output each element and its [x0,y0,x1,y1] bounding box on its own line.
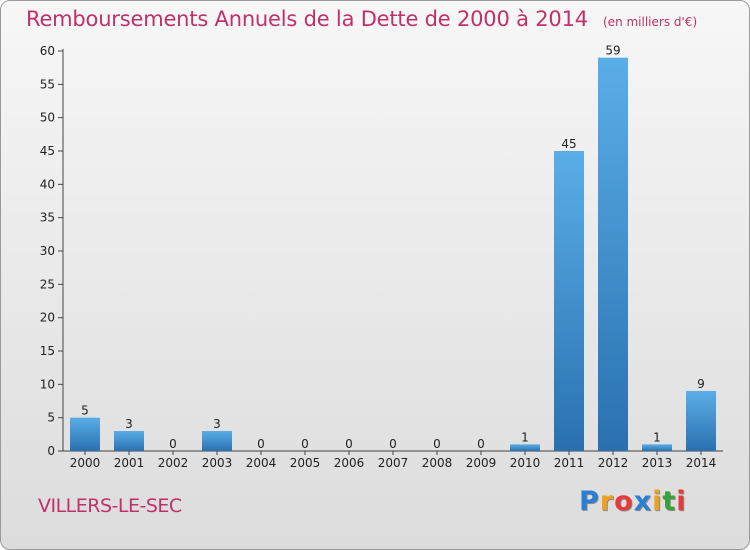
data-label-2010: 1 [521,430,529,444]
data-label-2012: 59 [605,44,620,58]
bar-2014 [686,391,716,451]
data-label-2002: 0 [169,437,177,451]
logo-letter: o [614,486,634,517]
bar-2001 [114,431,144,451]
bar-2011 [554,151,584,451]
y-tick-label: 35 [40,211,55,225]
y-tick-label: 30 [40,244,55,258]
logo-letter: x [633,486,653,517]
bar-2000 [70,417,100,451]
data-label-2005: 0 [301,437,309,451]
bars [70,57,716,452]
data-label-2011: 45 [561,137,576,151]
x-tick-label-2006: 2006 [334,456,365,470]
commune-name: VILLERS-LE-SEC [38,495,182,517]
y-tick-label: 10 [40,377,55,391]
x-tick-label-2001: 2001 [114,456,145,470]
x-tick-label-2007: 2007 [378,456,409,470]
data-label-2001: 3 [125,417,133,431]
data-labels: 5 3 0 3 0 0 0 0 0 0 1 45 59 1 9 [81,44,705,451]
chart-title: Remboursements Annuels de la Dette de 20… [26,7,697,31]
x-tick-label-2010: 2010 [510,456,541,470]
title-text: Remboursements Annuels de la Dette de 20… [26,7,588,31]
x-tick-label-2002: 2002 [158,456,189,470]
bar-2010 [510,444,540,451]
bar-2013 [642,444,672,451]
data-label-2014: 9 [697,377,705,391]
unit-note: (en milliers d'€) [603,15,698,29]
y-tick-label: 15 [40,344,55,358]
bar-2003 [202,431,232,451]
x-tick-label-2014: 2014 [686,456,717,470]
x-axis: 2000 2001 2002 2003 2004 2005 2006 2007 2008 2009… [63,450,723,470]
data-label-2013: 1 [653,430,661,444]
logo-letter: i [676,486,687,517]
y-tick-label: 25 [40,277,55,291]
data-label-2008: 0 [433,437,441,451]
data-label-2009: 0 [477,437,485,451]
proxiti-logo: Proxiti [579,486,687,517]
data-label-2000: 5 [81,404,89,418]
logo-letter: i [652,486,663,517]
x-tick-label-2005: 2005 [290,456,321,470]
x-tick-label-2000: 2000 [70,456,101,470]
logo-letter: r [599,486,615,517]
y-tick-label: 45 [40,144,55,158]
x-tick-label-2011: 2011 [554,456,585,470]
y-tick-label: 5 [47,411,55,425]
logo-letter: P [579,486,600,517]
data-label-2003: 3 [213,417,221,431]
logo-letter: t [662,486,677,517]
bar-2012 [598,57,628,452]
x-tick-label-2012: 2012 [598,456,629,470]
y-axis: 0 5 10 15 20 25 30 35 40 45 50 55 60 [40,44,64,458]
y-tick-label: 55 [40,77,55,91]
x-tick-label-2004: 2004 [246,456,277,470]
x-tick-label-2013: 2013 [642,456,673,470]
y-tick-label: 0 [47,444,55,458]
data-label-2004: 0 [257,437,265,451]
y-tick-label: 60 [40,44,55,58]
data-label-2006: 0 [345,437,353,451]
y-tick-label: 20 [40,311,55,325]
x-tick-label-2003: 2003 [202,456,233,470]
y-tick-label: 40 [40,177,55,191]
y-tick-label: 50 [40,111,55,125]
data-label-2007: 0 [389,437,397,451]
x-tick-label-2008: 2008 [422,456,453,470]
x-tick-label-2009: 2009 [466,456,497,470]
